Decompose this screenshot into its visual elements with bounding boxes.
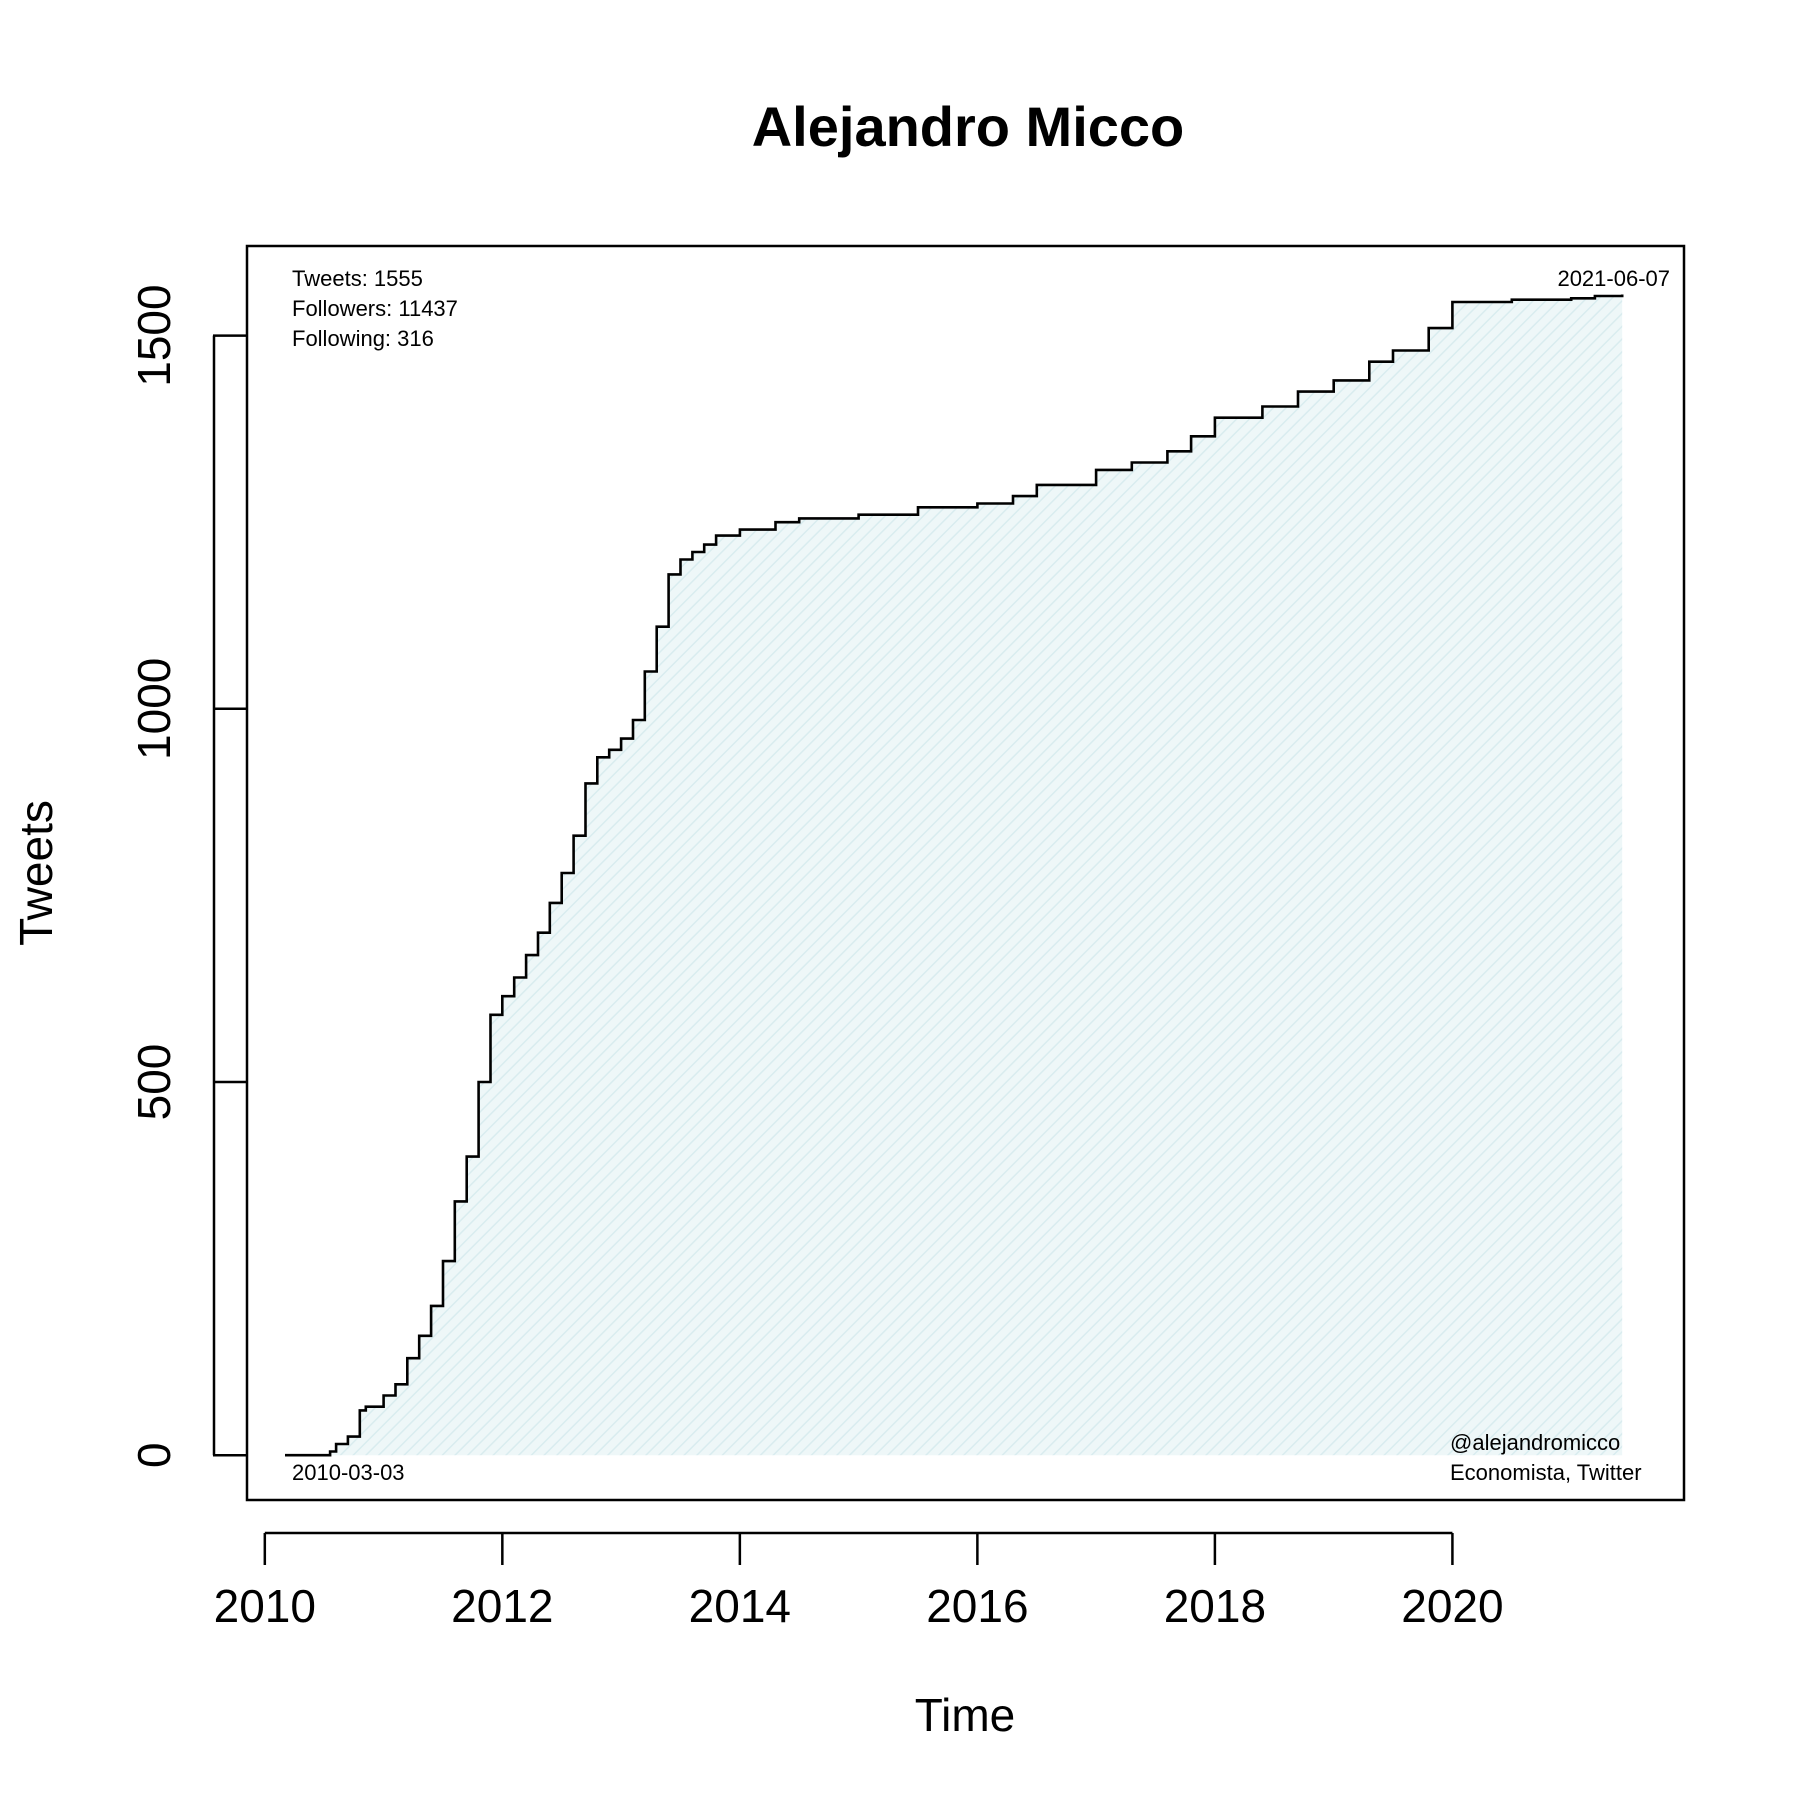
y-tick-label: 1000	[128, 658, 180, 760]
start-date-label: 2010-03-03	[292, 1460, 405, 1485]
following-count-label: Following: 316	[292, 326, 434, 351]
chart-title: Alejandro Micco	[752, 95, 1185, 158]
y-tick-label: 1500	[128, 284, 180, 386]
x-axis-title: Time	[915, 1689, 1016, 1741]
x-tick-label: 2018	[1164, 1580, 1266, 1632]
x-tick-label: 2020	[1401, 1580, 1503, 1632]
y-axis-title: Tweets	[10, 800, 62, 946]
tweets-count-label: Tweets: 1555	[292, 266, 423, 291]
plot-frame	[245, 244, 1686, 1502]
end-date-label: 2021-06-07	[1557, 266, 1670, 291]
x-axis: 2010 2012 2014 2016 2018 2020	[214, 1531, 1504, 1632]
y-tick-label: 500	[128, 1044, 180, 1121]
description-label: Economista, Twitter	[1450, 1460, 1642, 1485]
series-line	[285, 294, 1624, 1457]
x-tick-label: 2012	[451, 1580, 553, 1632]
area-fill	[285, 294, 1623, 1456]
x-tick-label: 2016	[926, 1580, 1028, 1632]
plot-area	[285, 294, 1624, 1457]
y-axis: 0 500 1000 1500	[128, 284, 247, 1468]
followers-count-label: Followers: 11437	[292, 296, 458, 321]
x-tick-label: 2014	[689, 1580, 791, 1632]
y-tick-label: 0	[128, 1442, 180, 1468]
x-tick-label: 2010	[214, 1580, 316, 1632]
handle-label: @alejandromicco	[1450, 1430, 1620, 1455]
